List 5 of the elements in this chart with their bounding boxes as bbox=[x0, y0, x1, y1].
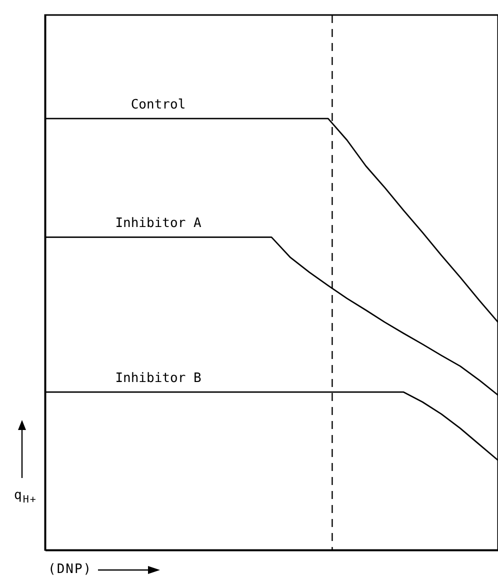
x-axis-title: (DNP) bbox=[48, 562, 92, 577]
series-label: Inhibitor A bbox=[115, 216, 202, 232]
y-axis-title: q$_{H+}$ bbox=[14, 488, 37, 506]
series-label: Inhibitor B bbox=[115, 371, 202, 386]
series-label: Control bbox=[130, 98, 186, 113]
